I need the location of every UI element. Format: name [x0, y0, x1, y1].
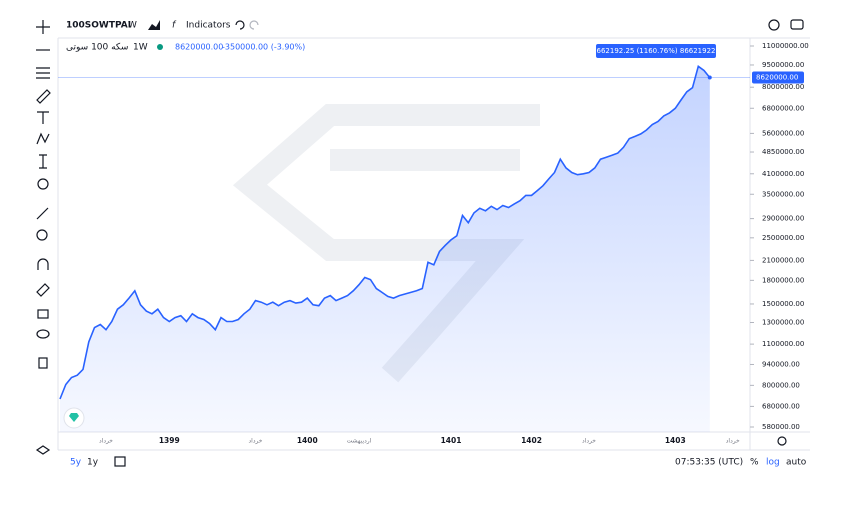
text-tool[interactable] [37, 111, 49, 124]
symbol-name: سکه 100 سوتی [66, 43, 128, 53]
y-tick-label: 580000.00 [762, 423, 800, 431]
indicators-button[interactable]: Indicators [186, 21, 231, 31]
x-tick-label: 1401 [441, 436, 462, 445]
legend-price: 8620000.00 [175, 43, 223, 52]
y-tick-label: 9500000.00 [762, 61, 804, 69]
y-tick-label: 11000000.00 [762, 42, 809, 50]
trash-tool[interactable] [38, 357, 48, 369]
lock-tool[interactable] [37, 309, 49, 319]
settings-icon[interactable] [768, 19, 780, 31]
last-price-label: 8620000.00 [756, 74, 798, 82]
snapshot-icon[interactable] [790, 19, 804, 30]
x-tick-label: 1400 [297, 436, 318, 445]
y-tick-label: 4850000.00 [762, 148, 804, 156]
crosshair-tool[interactable] [36, 20, 50, 34]
fx-icon[interactable]: f [172, 21, 177, 31]
log-toggle[interactable]: log [766, 458, 780, 468]
y-tick-label: 680000.00 [762, 402, 800, 410]
range-1y[interactable]: 1y [87, 458, 99, 468]
fib-tool[interactable] [36, 67, 50, 79]
auto-toggle[interactable]: auto [786, 458, 807, 468]
x-tick-label: 1403 [665, 436, 686, 445]
y-tick-label: 5600000.00 [762, 129, 804, 137]
symbol[interactable]: 100SOWTPAI [66, 21, 131, 31]
percent-toggle[interactable]: % [750, 458, 759, 468]
visibility-tool[interactable] [36, 329, 50, 339]
layers-tool[interactable] [35, 445, 51, 455]
range-5y[interactable]: 5y [70, 458, 82, 468]
crosshair-label: 8662192.25 (1160.76%) 866219225 [592, 47, 720, 55]
x-tick-label: 1399 [159, 436, 180, 445]
brush-tool[interactable] [36, 89, 51, 104]
y-tick-label: 8000000.00 [762, 83, 804, 91]
x-tick-label: اردیبهشت [347, 438, 372, 445]
y-tick-label: 4100000.00 [762, 170, 804, 178]
y-tick-label: 940000.00 [762, 360, 800, 368]
x-tick-label: خرداد [582, 438, 596, 445]
x-tick-label: خرداد [99, 438, 113, 445]
magnet-tool[interactable] [37, 258, 49, 270]
y-tick-label: 1300000.00 [762, 318, 804, 326]
legend-change: -350000.00 (-3.90%) [222, 43, 305, 52]
undo-icon[interactable] [235, 20, 245, 30]
y-tick-label: 2900000.00 [762, 215, 804, 223]
y-tick-label: 6800000.00 [762, 104, 804, 112]
lock-drawing-tool[interactable] [36, 283, 50, 297]
x-tick-label: خرداد [726, 438, 740, 445]
y-tick-label: 3500000.00 [762, 190, 804, 198]
y-tick-label: 1800000.00 [762, 276, 804, 284]
crosshair-box [596, 44, 716, 58]
emoji-tool[interactable] [37, 178, 49, 190]
y-tick-label: 800000.00 [762, 381, 800, 389]
interval-button[interactable]: W [128, 21, 137, 31]
measure-tool[interactable] [39, 154, 47, 169]
y-tick-label: 2100000.00 [762, 256, 804, 264]
date-range-icon[interactable] [114, 456, 126, 467]
drawing-toolbar [35, 20, 51, 455]
clock: 07:53:35 (UTC) [675, 458, 743, 468]
redo-icon[interactable] [249, 20, 259, 30]
legend-interval: 1W [133, 43, 148, 53]
x-tick-label: خرداد [248, 438, 262, 445]
logo-icon [69, 413, 79, 422]
pattern-tool[interactable] [36, 132, 50, 145]
ruler-tool[interactable] [36, 207, 49, 220]
price-line [59, 64, 711, 400]
chart-type-icon[interactable] [148, 20, 160, 30]
last-point [707, 75, 712, 80]
area-fill [60, 66, 710, 433]
axis-settings-icon[interactable] [777, 436, 787, 446]
y-tick-label: 2500000.00 [762, 234, 804, 242]
zoom-tool[interactable] [36, 229, 48, 241]
y-tick-label: 1100000.00 [762, 340, 804, 348]
last-price-tag [752, 71, 804, 84]
x-tick-label: 1402 [521, 436, 542, 445]
status-dot [157, 44, 163, 50]
y-tick-label: 1500000.00 [762, 300, 804, 308]
